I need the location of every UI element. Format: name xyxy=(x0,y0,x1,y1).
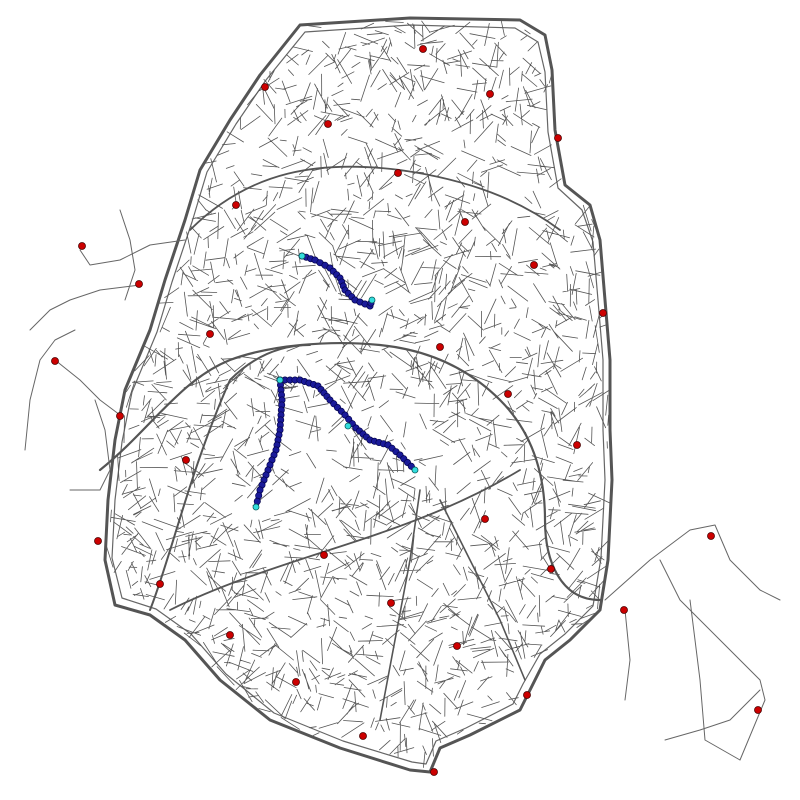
south-boulevard xyxy=(169,469,521,611)
station-node[interactable] xyxy=(320,551,328,559)
station-node[interactable] xyxy=(461,218,469,226)
route-endpoint[interactable] xyxy=(298,252,306,260)
station-node[interactable] xyxy=(486,90,494,98)
station-node[interactable] xyxy=(620,606,628,614)
station-node[interactable] xyxy=(182,456,190,464)
station-node[interactable] xyxy=(135,280,143,288)
station-node[interactable] xyxy=(359,732,367,740)
diagonal-avenue-2 xyxy=(379,489,421,721)
route-paths xyxy=(252,252,419,511)
west-road-5 xyxy=(69,399,111,491)
station-node[interactable] xyxy=(547,565,555,573)
station-node[interactable] xyxy=(232,201,240,209)
station-node[interactable] xyxy=(94,537,102,545)
west-road-3 xyxy=(24,329,76,451)
diagonal-avenue xyxy=(439,499,526,681)
ring-road xyxy=(103,16,614,774)
station-node[interactable] xyxy=(51,357,59,365)
river-boulevard-2 xyxy=(149,344,311,611)
station-node[interactable] xyxy=(530,261,538,269)
station-node[interactable] xyxy=(554,134,562,142)
station-node[interactable] xyxy=(419,45,427,53)
station-node[interactable] xyxy=(394,169,402,177)
east-road-3 xyxy=(624,609,631,701)
station-node[interactable] xyxy=(156,580,164,588)
station-node[interactable] xyxy=(436,343,444,351)
station-node[interactable] xyxy=(324,120,332,128)
route-endpoint[interactable] xyxy=(344,422,352,430)
route-endpoint[interactable] xyxy=(368,296,376,304)
route-endpoint[interactable] xyxy=(252,503,260,511)
west-road xyxy=(79,239,186,266)
station-node[interactable] xyxy=(573,441,581,449)
east-road-5 xyxy=(664,689,761,741)
route-stop[interactable] xyxy=(253,497,261,505)
west-road-6 xyxy=(119,209,136,301)
station-node[interactable] xyxy=(116,412,124,420)
station-node[interactable] xyxy=(78,242,86,250)
station-node[interactable] xyxy=(453,642,461,650)
west-road-2 xyxy=(29,284,141,331)
station-nodes xyxy=(51,45,762,776)
station-node[interactable] xyxy=(481,515,489,523)
east-road-4 xyxy=(689,599,741,761)
route-stop[interactable] xyxy=(256,486,264,494)
west-road-4 xyxy=(54,359,121,416)
ring-road-inner xyxy=(111,24,606,765)
station-node[interactable] xyxy=(387,599,395,607)
east-road xyxy=(604,524,781,601)
station-node[interactable] xyxy=(206,330,214,338)
station-node[interactable] xyxy=(430,768,438,776)
station-node[interactable] xyxy=(292,678,300,686)
route-endpoint[interactable] xyxy=(276,376,284,384)
route-endpoint[interactable] xyxy=(411,466,419,474)
station-node[interactable] xyxy=(261,83,269,91)
station-node[interactable] xyxy=(754,706,762,714)
station-node[interactable] xyxy=(707,532,715,540)
station-node[interactable] xyxy=(504,390,512,398)
station-node[interactable] xyxy=(599,309,607,317)
station-node[interactable] xyxy=(523,691,531,699)
station-node[interactable] xyxy=(226,631,234,639)
